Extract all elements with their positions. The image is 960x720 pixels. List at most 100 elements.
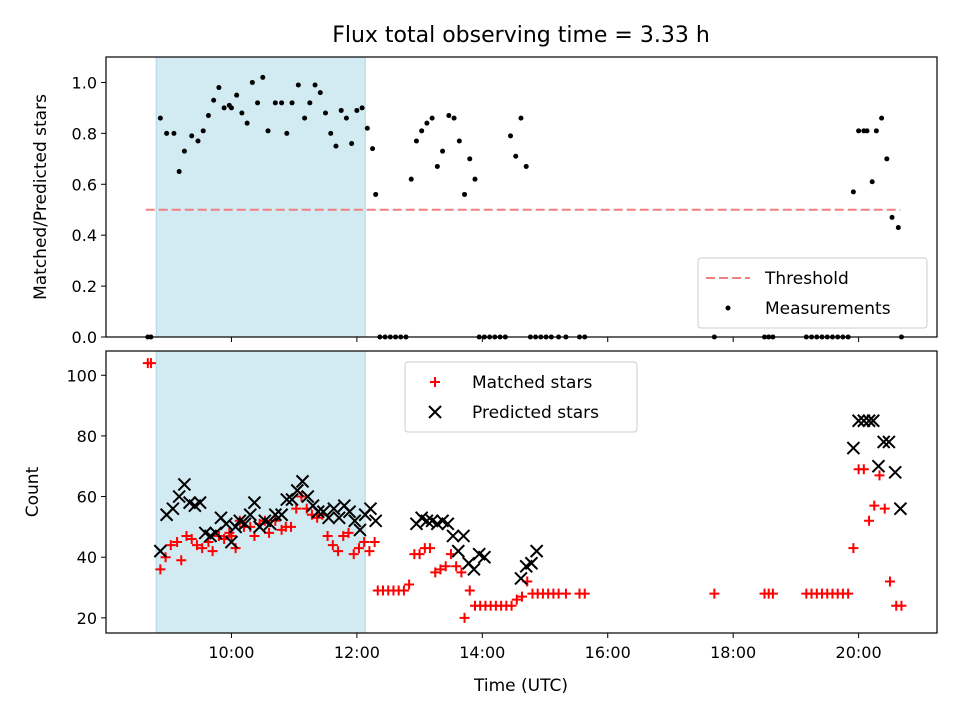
data-point [284,130,290,136]
data-point [579,588,590,599]
data-point [864,128,870,134]
data-point [420,514,434,528]
data-point [477,550,492,564]
data-point [373,191,379,197]
data-point [255,100,261,106]
data-point [506,600,517,611]
data-point [514,571,528,586]
data-point [228,105,234,111]
data-point [343,115,349,121]
data-point [363,501,378,516]
data-point [848,543,859,554]
data-point [197,543,208,554]
x-tick-label: 16:00 [585,643,631,662]
data-point [871,459,886,473]
data-point [200,128,206,134]
observing-window-shade [155,56,366,338]
data-point [896,600,907,611]
data-point [291,503,302,514]
data-point [467,156,473,162]
data-point [873,128,879,134]
series-predicted-stars [153,414,908,586]
data-point [359,105,365,111]
data-point [296,491,307,502]
data-point [413,138,419,144]
x-tick-label: 20:00 [836,643,882,662]
data-point [317,90,323,96]
data-point [333,143,339,149]
data-point [348,549,359,560]
data-point [216,85,222,91]
data-point [338,107,344,113]
data-point [181,530,192,541]
data-point [171,130,177,136]
y-tick-label: 60 [77,488,97,507]
x-tick-label: 12:00 [334,643,380,662]
y-tick-label: 0.4 [72,226,97,245]
data-point [895,225,901,231]
data-point [289,100,295,106]
data-point [370,146,376,152]
data-point [879,115,885,121]
data-point [529,544,544,558]
data-point [446,529,460,543]
data-point [513,153,519,159]
series-matched-stars [142,358,907,623]
data-point [462,191,468,197]
data-point [364,125,370,131]
data-point [889,214,895,220]
data-point [224,535,239,549]
data-point [858,464,869,475]
data-point [164,130,170,136]
data-point [176,555,187,566]
data-point [451,544,465,558]
data-point [508,133,514,139]
data-point [230,543,241,554]
data-point [153,544,168,558]
data-point [312,82,318,88]
data-point [408,176,414,182]
legend-marker-matched [430,377,440,387]
data-point [274,508,289,522]
data-point [354,107,360,113]
legend-label: Matched stars [472,373,592,393]
observing-window-shade [155,350,366,634]
data-point [467,562,481,577]
data-point [511,594,522,605]
legend-label: Threshold [764,269,849,289]
plot-frame [105,350,938,634]
data-point [862,414,876,428]
data-point [425,543,436,554]
data-point [327,501,341,516]
data-point [523,163,529,169]
legend-label: Measurements [765,299,891,319]
data-point [429,115,435,121]
data-point [430,567,441,578]
y-axis-label: Matched/Predicted stars [31,94,51,300]
data-point [181,148,187,154]
data-point [451,115,457,121]
data-point [843,588,854,599]
data-point [243,508,257,522]
data-point [244,120,250,126]
data-point [302,115,308,121]
y-tick-label: 0.2 [72,277,97,296]
data-point [850,189,856,195]
legend: Matched stars Predicted stars [404,361,638,433]
data-point [279,100,285,106]
data-point [219,517,233,531]
x-axis-label: Time (UTC) [473,676,568,696]
data-point [435,564,446,575]
data-point [290,483,304,498]
data-point [207,546,218,557]
data-point [869,179,875,185]
data-point [328,130,334,136]
data-point [353,523,367,537]
data-point [332,511,346,525]
y-tick-label: 40 [77,548,97,567]
data-point [307,100,313,106]
data-point [191,540,202,551]
data-point [459,612,470,623]
data-point [884,576,895,587]
data-point [295,82,301,88]
